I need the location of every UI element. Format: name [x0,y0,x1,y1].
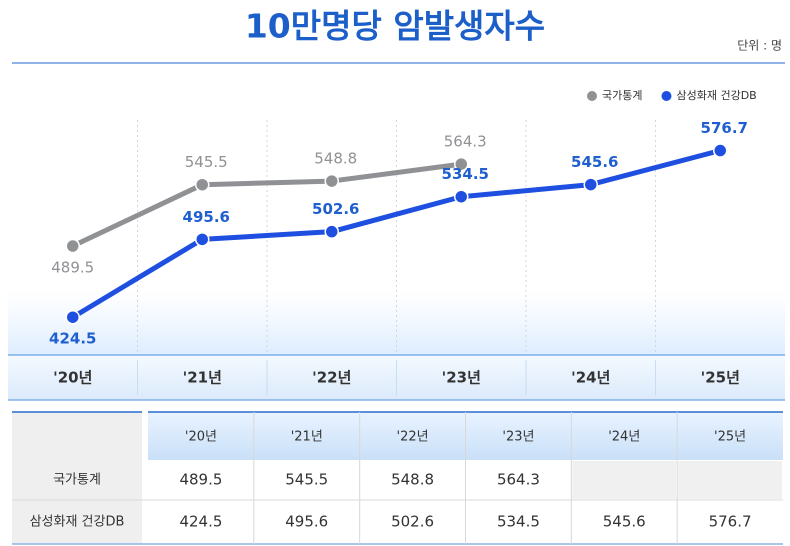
series-line [71,148,721,320]
table-row-label: 국가통계 [53,473,101,488]
data-point [324,173,339,189]
data-point [65,238,80,254]
x-tick-label: '24년 [571,369,610,387]
table-header-cell: '25년 [714,430,746,445]
data-label: 545.5 [185,153,228,171]
x-tick-label: '21년 [183,369,222,387]
data-point [713,143,728,158]
table-cell: 489.5 [179,471,222,489]
table-cell: 545.6 [603,513,646,531]
data-point [454,156,469,172]
data-point [65,309,80,325]
table-empty-cell [572,461,677,499]
legend-swatch [661,91,672,101]
legend-swatch [587,91,597,101]
x-tick-label: '23년 [442,369,481,387]
unit-label: 단위 : 명 [737,39,782,53]
data-label: 545.6 [571,153,618,171]
table-header-cell: '22년 [397,430,429,445]
table-empty-cell [678,461,782,499]
data-label: 502.6 [312,200,359,218]
data-label: 495.6 [183,208,230,226]
data-point [454,189,469,204]
table-cell: 534.5 [497,513,540,531]
series-line [71,161,462,249]
table-label-col [12,412,142,544]
data-label: 534.5 [442,165,489,183]
table-header-cell: '23년 [502,430,534,445]
x-tick-label: '25년 [701,369,740,387]
table-cell: 564.3 [497,471,540,489]
data-point [583,177,598,192]
data-label: 564.3 [444,133,487,151]
table-cell: 548.8 [391,471,434,489]
data-label: 489.5 [51,259,94,277]
table-cell: 495.6 [285,513,328,531]
table-row-label: 삼성화재 건강DB [30,515,125,530]
data-label: 548.8 [314,150,357,168]
table-cell: 576.7 [709,513,752,531]
data-label: 576.7 [701,119,748,137]
chart-title: 10만명당 암발생자수 [245,7,545,46]
table-cell: 502.6 [391,513,434,531]
data-point [195,232,210,247]
table-cell: 424.5 [179,513,222,531]
legend-label: 삼성화재 건강DB [676,89,756,102]
x-tick-label: '20년 [53,369,92,387]
x-tick-label: '22년 [312,369,351,387]
table-header-cell: '20년 [185,430,217,445]
table-header-cell: '21년 [291,430,323,445]
data-point [195,177,210,192]
table-cell: 545.5 [285,471,328,489]
data-point [324,224,339,239]
table-header-cell: '24년 [608,430,640,445]
data-label: 424.5 [49,330,96,348]
legend-label: 국가통계 [602,89,642,102]
